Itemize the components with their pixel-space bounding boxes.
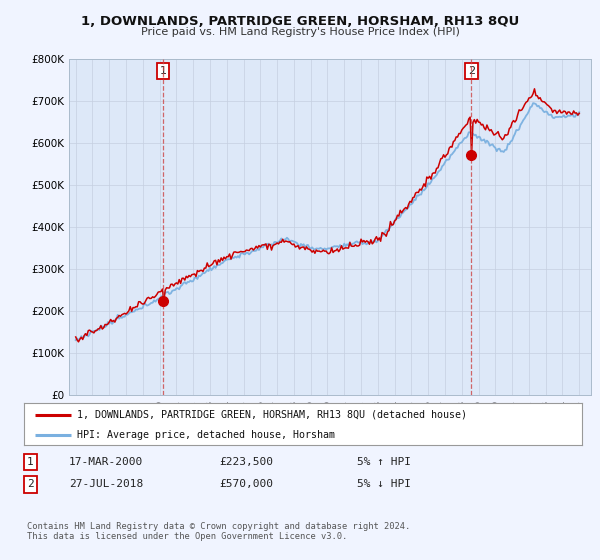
Text: Contains HM Land Registry data © Crown copyright and database right 2024.
This d: Contains HM Land Registry data © Crown c… <box>27 522 410 542</box>
Text: 1, DOWNLANDS, PARTRIDGE GREEN, HORSHAM, RH13 8QU (detached house): 1, DOWNLANDS, PARTRIDGE GREEN, HORSHAM, … <box>77 410 467 420</box>
Text: 5% ↓ HPI: 5% ↓ HPI <box>357 479 411 489</box>
Text: 1: 1 <box>27 457 34 467</box>
Text: 1, DOWNLANDS, PARTRIDGE GREEN, HORSHAM, RH13 8QU: 1, DOWNLANDS, PARTRIDGE GREEN, HORSHAM, … <box>81 15 519 28</box>
Text: 17-MAR-2000: 17-MAR-2000 <box>69 457 143 467</box>
Text: Price paid vs. HM Land Registry's House Price Index (HPI): Price paid vs. HM Land Registry's House … <box>140 27 460 37</box>
Text: 5% ↑ HPI: 5% ↑ HPI <box>357 457 411 467</box>
Text: £570,000: £570,000 <box>219 479 273 489</box>
Text: HPI: Average price, detached house, Horsham: HPI: Average price, detached house, Hors… <box>77 430 335 440</box>
Text: 1: 1 <box>160 66 167 76</box>
Text: 2: 2 <box>468 66 475 76</box>
Text: 27-JUL-2018: 27-JUL-2018 <box>69 479 143 489</box>
Text: £223,500: £223,500 <box>219 457 273 467</box>
Text: 2: 2 <box>27 479 34 489</box>
